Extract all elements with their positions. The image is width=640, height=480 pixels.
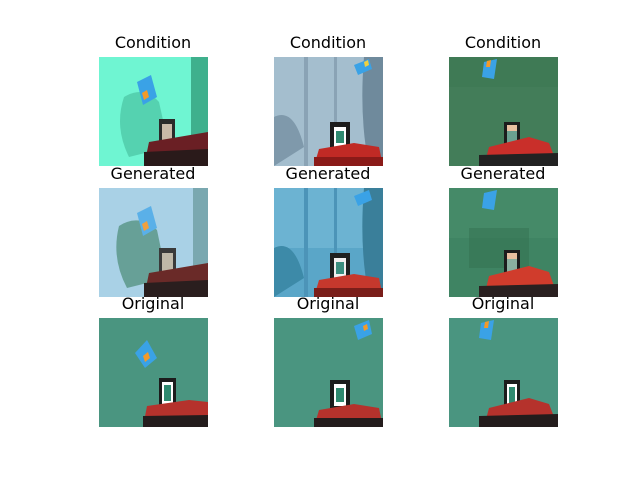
title-condition-3: Condition	[464, 33, 542, 52]
title-condition-1: Condition	[114, 33, 192, 52]
original-image-1	[99, 318, 208, 427]
condition-image-1	[99, 57, 208, 166]
condition-image-2	[274, 57, 383, 166]
title-generated-1: Generated	[110, 164, 196, 183]
floor-dark	[144, 149, 208, 166]
title-original-3: Original	[471, 294, 535, 313]
title-original-2: Original	[296, 294, 360, 313]
generated-image-3	[449, 188, 558, 297]
device-screen	[162, 124, 172, 142]
title-original-1: Original	[121, 294, 185, 313]
condition-image-3	[449, 57, 558, 166]
original-image-2	[274, 318, 383, 427]
title-generated-3: Generated	[460, 164, 546, 183]
title-condition-2: Condition	[289, 33, 367, 52]
marker-orange	[142, 90, 149, 100]
original-image-3	[449, 318, 558, 427]
generated-image-2	[274, 188, 383, 297]
generated-image-1	[99, 188, 208, 297]
title-generated-2: Generated	[285, 164, 371, 183]
